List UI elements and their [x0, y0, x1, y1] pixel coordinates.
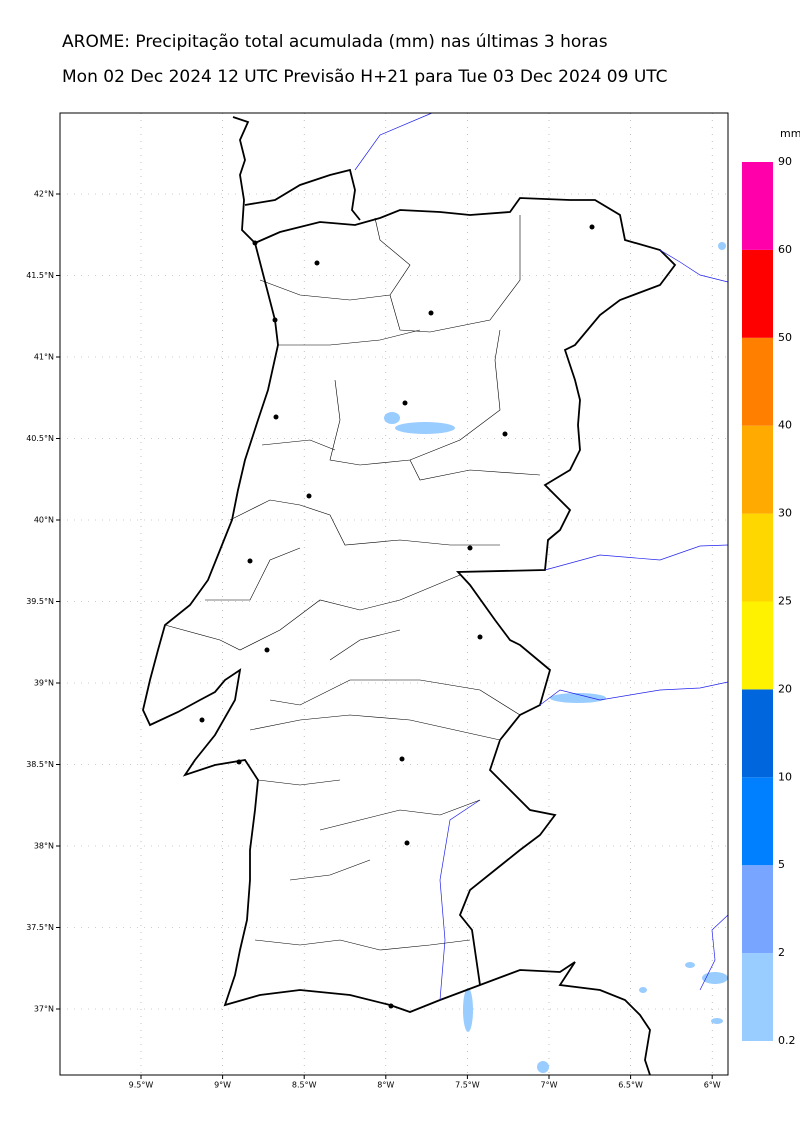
rain-area	[463, 988, 473, 1032]
city	[404, 840, 410, 846]
city	[236, 759, 242, 765]
lon-label: 6.5°W	[618, 1081, 643, 1090]
colorbar-label: 20	[778, 682, 792, 695]
city	[247, 558, 253, 564]
rain-area	[718, 242, 726, 250]
lon-label: 7°W	[541, 1081, 558, 1090]
city	[199, 717, 205, 723]
title: AROME: Precipitação total acumulada (mm)…	[62, 32, 608, 52]
lat-label: 37.5°N	[26, 923, 54, 932]
city	[467, 545, 473, 551]
lat-label: 39.5°N	[26, 597, 54, 606]
colorbar-segment	[742, 601, 773, 690]
graticule	[60, 113, 728, 1075]
rain-area	[384, 412, 400, 424]
city	[589, 224, 595, 230]
rain-area	[537, 1061, 549, 1073]
lat-label: 41.5°N	[26, 271, 54, 280]
colorbar-label: 50	[778, 331, 792, 344]
colorbar-label: 30	[778, 507, 792, 520]
lat-label: 40.5°N	[26, 434, 54, 443]
city	[314, 260, 320, 266]
city	[428, 310, 434, 316]
colorbar-unit: mm	[780, 127, 800, 140]
portugal-outline	[142, 242, 651, 1076]
lat-label: 37°N	[34, 1005, 54, 1014]
colorbar-segment	[742, 953, 773, 1041]
colorbar-label: 40	[778, 419, 792, 432]
spain-border	[254, 197, 677, 986]
lat-label: 38.5°N	[26, 760, 54, 769]
city	[264, 647, 270, 653]
colorbar-segment	[742, 249, 773, 338]
city	[306, 493, 312, 499]
colorbar-segment	[742, 513, 773, 602]
colorbar-label: 5	[778, 858, 785, 871]
rain-area	[711, 1018, 723, 1024]
coastlines-and-borders	[142, 112, 729, 1076]
colorbar-segment	[742, 425, 773, 514]
galicia-coast	[232, 116, 361, 244]
city	[273, 414, 279, 420]
lat-label: 41°N	[34, 353, 54, 362]
rain-area	[639, 987, 647, 993]
rain-area	[702, 972, 728, 984]
lon-label: 6°W	[704, 1081, 721, 1090]
rain-area	[550, 693, 606, 703]
city	[399, 756, 405, 762]
districts	[164, 215, 541, 951]
colorbar-segment	[742, 865, 773, 954]
rain-area	[395, 422, 455, 434]
rain-area	[685, 962, 695, 968]
lon-label: 9.5°W	[129, 1081, 154, 1090]
rain-areas	[384, 242, 728, 1073]
lat-label: 38°N	[34, 842, 54, 851]
city	[402, 400, 408, 406]
colorbar-label: 25	[778, 595, 792, 608]
colorbar-label: 90	[778, 155, 792, 168]
colorbar-label: 2	[778, 946, 785, 959]
city	[252, 240, 258, 246]
city	[502, 431, 508, 437]
colorbar-label: 0.2	[778, 1034, 796, 1047]
colorbar-label: 10	[778, 770, 792, 783]
colorbar-segment	[742, 689, 773, 778]
colorbar-segment	[742, 337, 773, 426]
city	[388, 1003, 394, 1009]
lon-label: 8.5°W	[292, 1081, 317, 1090]
rivers	[354, 112, 729, 1001]
lat-label: 42°N	[34, 190, 54, 199]
lat-label: 39°N	[34, 679, 54, 688]
city	[272, 317, 278, 323]
lon-label: 7.5°W	[455, 1081, 480, 1090]
map-frame	[59, 112, 729, 1076]
colorbar-segment	[742, 777, 773, 866]
district-lines	[164, 215, 541, 951]
lat-label: 40°N	[34, 516, 54, 525]
lon-label: 8°W	[377, 1081, 394, 1090]
subtitle: Mon 02 Dec 2024 12 UTC Previsão H+21 par…	[62, 67, 668, 87]
city	[477, 634, 483, 640]
colorbar-segment	[742, 162, 773, 250]
colorbar-label: 60	[778, 243, 792, 256]
lon-label: 9°W	[214, 1081, 231, 1090]
cities	[199, 224, 595, 1009]
